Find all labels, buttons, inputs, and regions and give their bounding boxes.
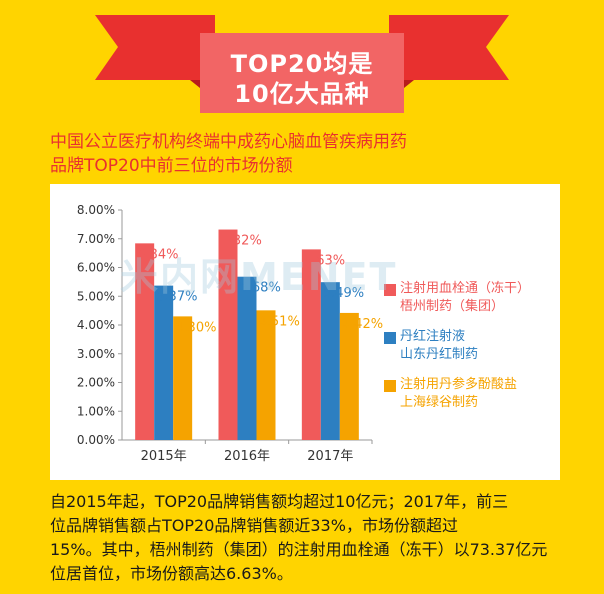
watermark: 米内网MENET: [120, 255, 398, 299]
bar-series2: [154, 285, 174, 440]
legend-item: 注射用丹参多酚酸盐 上海绿谷制药: [384, 376, 560, 424]
y-tick-label: 7.00%: [77, 232, 115, 246]
data-label: 5.49%: [323, 286, 364, 301]
chart-legend: 注射用血栓通（冻干） 梧州制药（集团） 丹红注射液山东丹红制药注射用丹参多酚酸盐 上海…: [384, 280, 560, 424]
y-tick-label: 0.00%: [77, 433, 115, 447]
data-label: 5.68%: [240, 281, 281, 296]
y-tick-label: 2.00%: [77, 376, 115, 390]
chart-panel: 8.00% 7.00% 6.00% 5.00% 4.00% 3.00% 2.00% 1.00%…: [50, 184, 560, 480]
chart-title-line2: 品牌TOP20中前三位的市场份额: [50, 156, 293, 176]
y-tick-label: 5.00%: [77, 289, 115, 303]
legend-label-line1: 注射用丹参多酚酸盐: [400, 377, 518, 392]
banner-ribbon: [95, 15, 509, 113]
chart-title: 中国公立医疗机构终端中成药心脑血管疾病用药 品牌TOP20中前三位的市场份额: [50, 130, 570, 178]
legend-label-line2: 上海绿谷制药: [400, 395, 479, 410]
legend-item: 注射用血栓通（冻干） 梧州制药（集团）: [384, 280, 560, 328]
data-label: 7.32%: [221, 234, 262, 249]
ribbon-left-tail: [95, 15, 215, 80]
banner-title-line1: TOP20均是: [230, 50, 374, 78]
legend-label-line1: 丹红注射液: [400, 329, 466, 344]
y-tick-label: 3.00%: [77, 347, 115, 361]
x-tick-label: 2017年: [307, 449, 353, 464]
y-tick-label: 4.00%: [77, 318, 115, 332]
y-tick-label: 1.00%: [77, 404, 115, 418]
data-label: 6.63%: [304, 253, 345, 268]
legend-label-line1: 注射用血栓通（冻干）: [400, 281, 531, 296]
legend-label: 注射用丹参多酚酸盐 上海绿谷制药: [400, 376, 560, 412]
chart-title-line1: 中国公立医疗机构终端中成药心脑血管疾病用药: [50, 132, 407, 152]
summary-line4: 位居首位，市场份额高达6.63%。: [50, 564, 293, 583]
summary-line2: 位品牌销售额占TOP20品牌销售额近33%，市场份额超过: [50, 516, 458, 535]
summary-text: 自2015年起，TOP20品牌销售额均超过10亿元；2017年，前三 位品牌销售…: [50, 490, 570, 586]
bar-chart: 8.00% 7.00% 6.00% 5.00% 4.00% 3.00% 2.00% 1.00%…: [77, 203, 383, 464]
legend-label: 注射用血栓通（冻干） 梧州制药（集团）: [400, 280, 560, 316]
x-tick-label: 2015年: [141, 449, 187, 464]
summary-line3: 15%。其中，梧州制药（集团）的注射用血栓通（冻干）以73.37亿元: [50, 540, 548, 559]
bar-series1: [301, 249, 321, 440]
bar-series3: [256, 310, 276, 440]
bar-series2: [320, 282, 340, 440]
y-tick-label: 6.00%: [77, 261, 115, 275]
ribbon-right-tail: [389, 15, 509, 80]
legend-swatch: [384, 332, 396, 344]
data-label: 6.84%: [137, 247, 178, 262]
x-tick-label: 2016年: [224, 449, 270, 464]
bar-series1: [135, 243, 155, 440]
summary-line1: 自2015年起，TOP20品牌销售额均超过10亿元；2017年，前三: [50, 492, 509, 511]
data-label: 4.30%: [175, 320, 216, 335]
banner-title-line2: 10亿大品种: [234, 80, 370, 108]
legend-swatch: [384, 284, 396, 296]
bar-series2: [237, 276, 257, 440]
bar-series3: [173, 316, 193, 440]
data-label: 5.37%: [156, 290, 197, 305]
y-tick-label: 8.00%: [77, 203, 115, 217]
data-label: 4.51%: [259, 314, 300, 329]
legend-swatch: [384, 380, 396, 392]
legend-label: 丹红注射液山东丹红制药: [400, 328, 560, 364]
legend-label-line2: 山东丹红制药: [400, 347, 479, 362]
banner-box: [200, 33, 404, 113]
bar-series1: [218, 229, 238, 440]
legend-item: 丹红注射液山东丹红制药: [384, 328, 560, 376]
bar-series3: [339, 312, 359, 440]
data-label: 4.42%: [342, 317, 383, 332]
legend-label-line2: 梧州制药（集团）: [400, 299, 505, 314]
